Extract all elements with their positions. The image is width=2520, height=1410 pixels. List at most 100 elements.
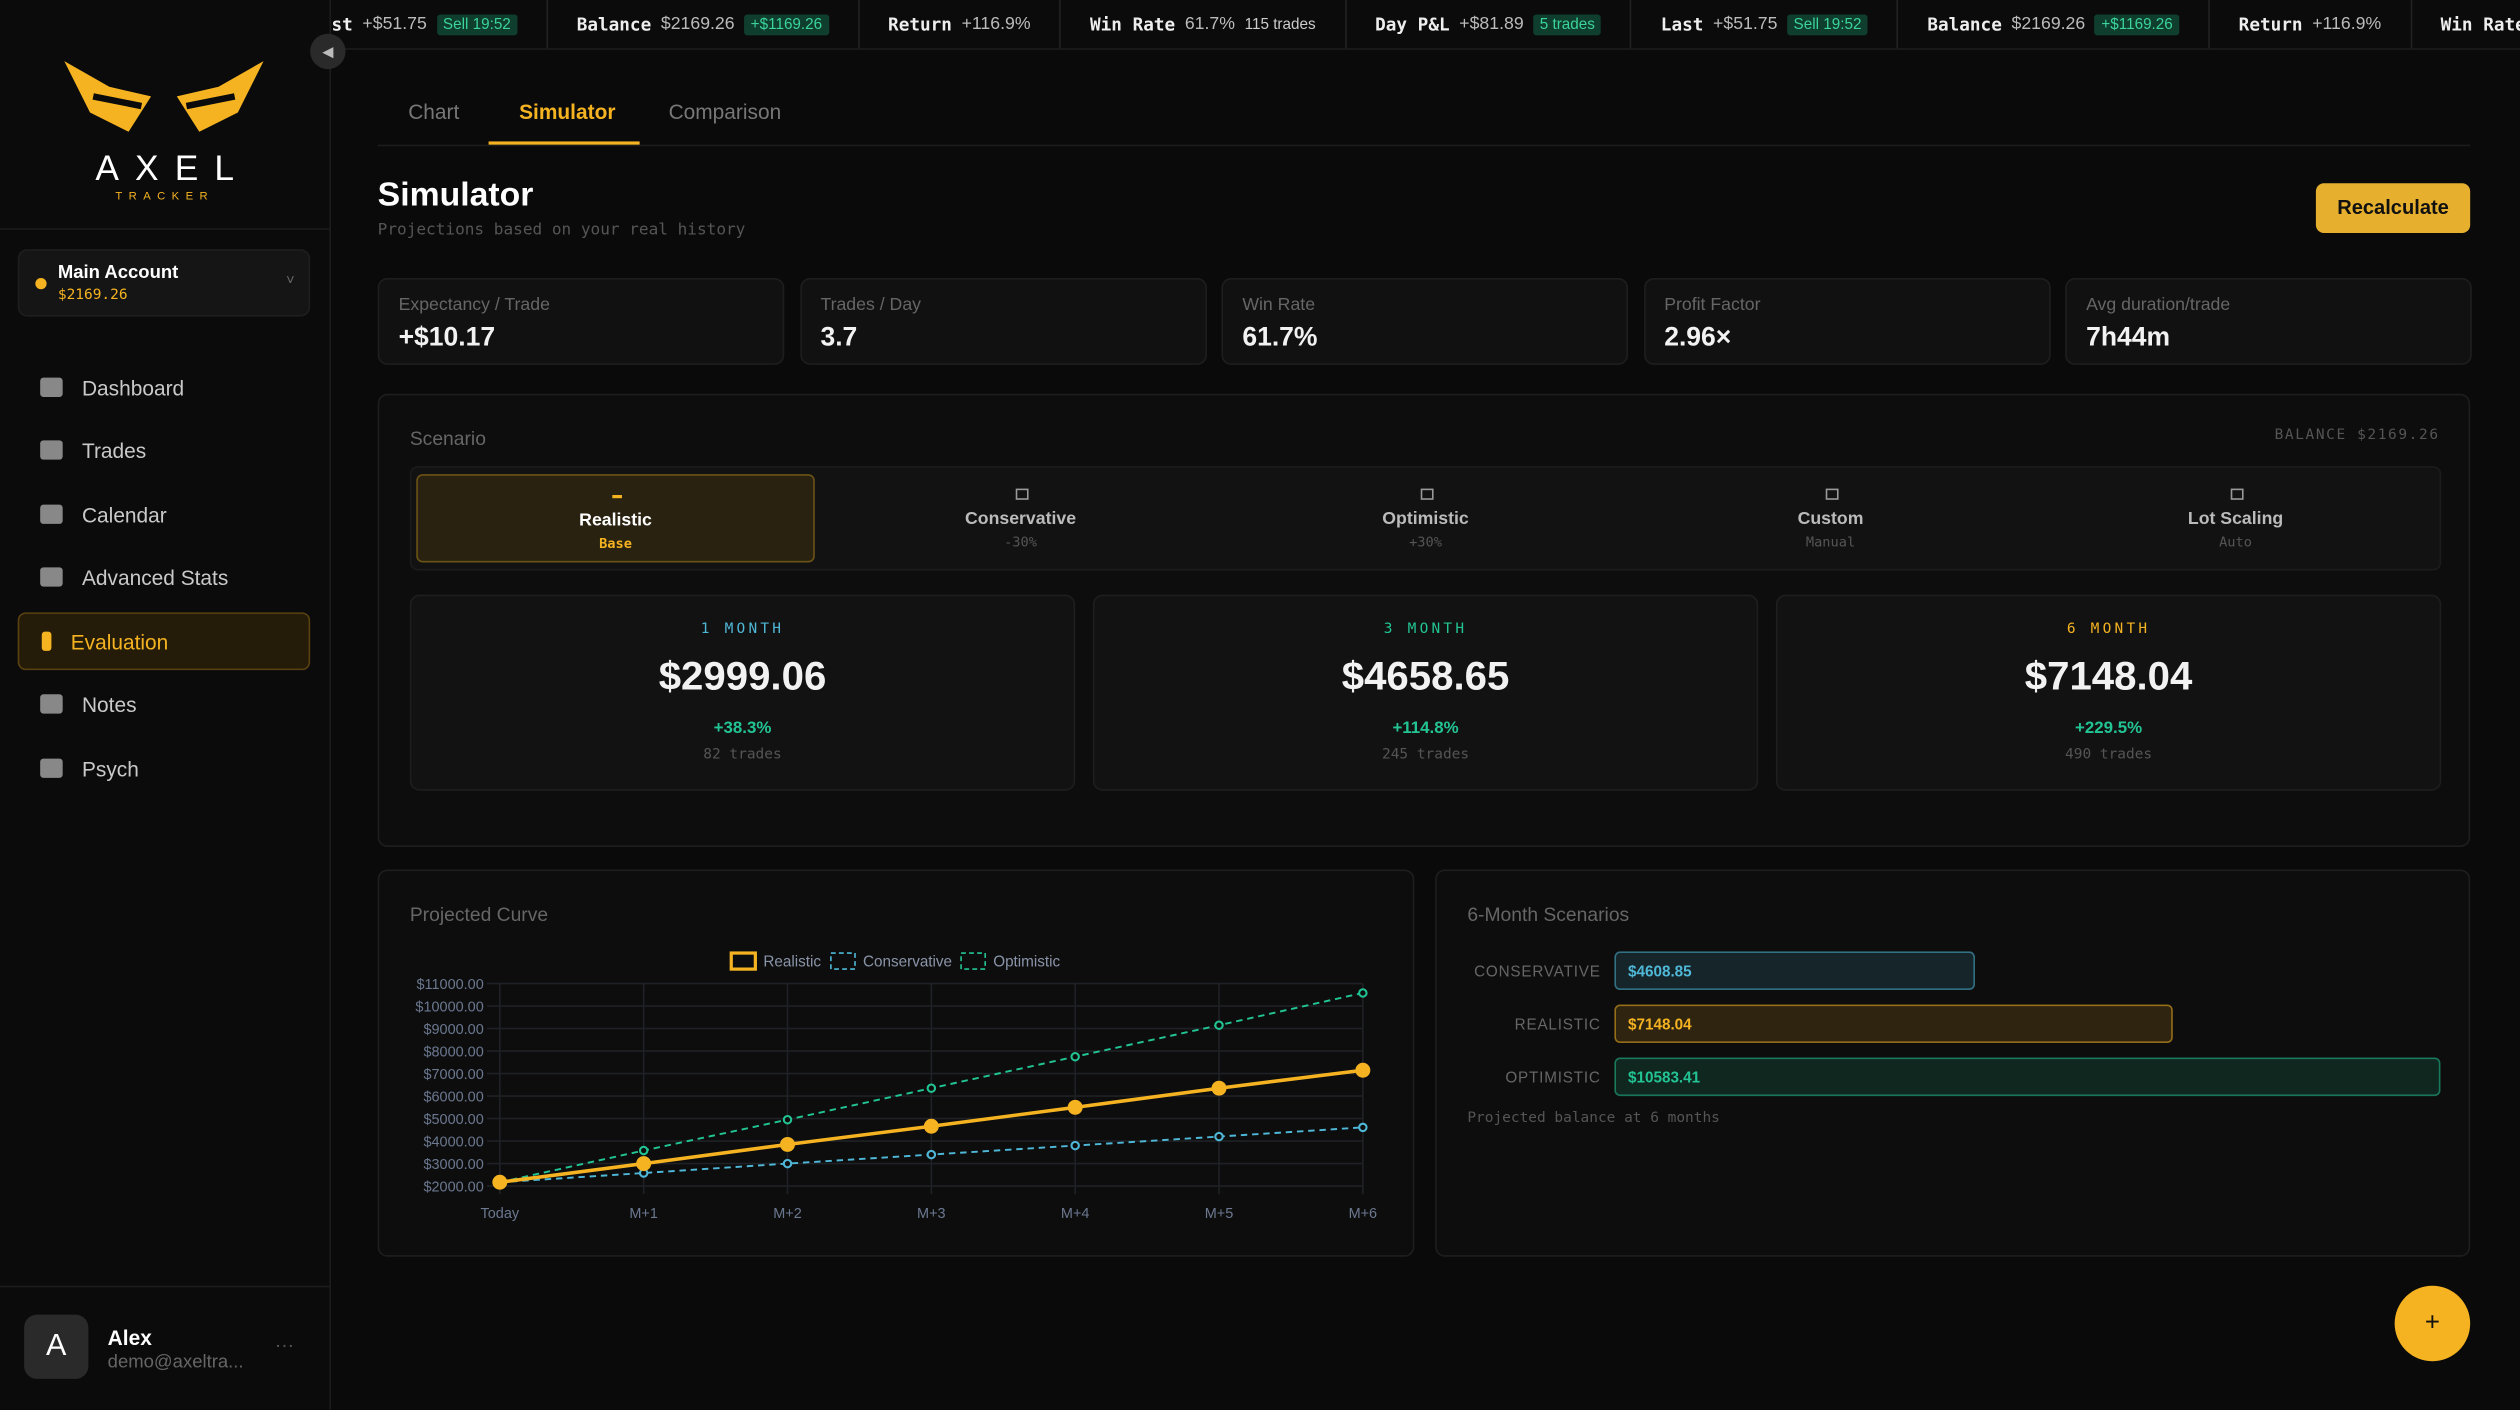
tab[interactable]: Simulator <box>519 99 616 124</box>
ticker-label: Balance <box>1927 13 2002 35</box>
legend-label: Conservative <box>863 954 952 971</box>
point <box>780 1136 795 1152</box>
option-name: Lot Scaling <box>2187 509 2284 529</box>
fab-button[interactable]: + <box>2394 1285 2471 1362</box>
ticker-item: Return +116.9% <box>859 0 1062 49</box>
nav-label: Evaluation <box>70 629 169 654</box>
point <box>1070 1051 1080 1062</box>
bar-value-label: $4608.85 <box>1628 963 1692 980</box>
ticker-label: Return <box>2238 13 2303 35</box>
nav-item[interactable]: Calendar <box>18 485 311 543</box>
point <box>1070 1140 1080 1151</box>
ticker-note: 115 trades <box>1244 15 1316 33</box>
stat-value: 2.96× <box>1664 323 1732 352</box>
logo-mark <box>64 61 264 132</box>
sidebar: AXEL TRACKER Main Account $2169.26 ˅ A A… <box>0 0 332 1410</box>
point <box>1214 1020 1224 1030</box>
scenario-option[interactable]: Conservative -30% <box>821 474 1220 562</box>
ticker-label: Last <box>1660 13 1704 35</box>
y-tick-label: $5000.00 <box>423 1112 483 1128</box>
page-title: Simulator <box>377 176 534 214</box>
stat-value: 7h44m <box>2086 323 2171 352</box>
point <box>926 1083 937 1093</box>
scenario-option[interactable]: Custom Manual <box>1631 474 2030 562</box>
projection-amount: $2999.06 <box>658 654 827 700</box>
scenario-option[interactable]: Realistic Base <box>416 474 815 563</box>
option-name: Conservative <box>965 509 1077 529</box>
nav-item[interactable]: Notes <box>18 675 311 733</box>
tab[interactable]: Comparison <box>668 99 782 124</box>
point <box>1355 1062 1371 1078</box>
ticker-item: Last +$51.75 Sell 19:52 <box>329 0 548 49</box>
nav-label: Dashboard <box>81 375 185 400</box>
projection-trades: 82 trades <box>703 747 782 764</box>
y-tick-label: $11000.00 <box>417 977 484 993</box>
user-menu[interactable]: ··· <box>274 1333 295 1357</box>
ticker-value: 61.7% <box>1184 14 1235 34</box>
nav-label: Psych <box>81 756 139 781</box>
x-tick-label: M+4 <box>1061 1206 1090 1222</box>
ticker-label: Win Rate <box>2440 13 2520 35</box>
point <box>782 1158 793 1169</box>
nav-item[interactable]: Dashboard <box>18 358 311 416</box>
ticker-badge: Sell 19:52 <box>1787 13 1868 35</box>
ticker-item: Balance $2169.26 +$1169.26 <box>1898 0 2210 49</box>
nav-icon <box>40 377 63 397</box>
stat-card: Win Rate 61.7% <box>1221 278 1629 365</box>
nav-label: Advanced Stats <box>81 564 229 590</box>
option-icon <box>1015 488 1029 500</box>
projection-trades: 490 trades <box>2065 747 2153 764</box>
projection-change: +229.5% <box>2075 718 2143 738</box>
ticker-label: Balance <box>576 13 652 35</box>
x-tick-label: M+5 <box>1205 1206 1234 1222</box>
nav-item[interactable]: Evaluation <box>17 612 311 671</box>
point <box>636 1156 652 1172</box>
bar-category: CONSERVATIVE <box>1474 963 1601 980</box>
ticker-label: Return <box>888 13 952 35</box>
stat-label: Avg duration/trade <box>2086 295 2231 316</box>
scenario-option[interactable]: Lot Scaling Auto <box>2036 474 2435 562</box>
option-sub: Auto <box>2219 535 2252 552</box>
nav-item[interactable]: Psych <box>18 739 311 797</box>
recalculate-button[interactable]: Recalculate <box>2315 183 2471 234</box>
stat-card: Expectancy / Trade +$10.17 <box>377 278 785 365</box>
nav-item[interactable]: Trades <box>18 421 311 479</box>
y-tick-label: $3000.00 <box>423 1157 483 1173</box>
logo-sub: TRACKER <box>115 191 215 203</box>
x-tick-label: M+2 <box>773 1206 802 1222</box>
section-title: Scenario <box>409 427 486 451</box>
point <box>1358 1122 1368 1133</box>
six-month-panel: 6-Month Scenarios Projected balance at 6… <box>1435 869 2471 1257</box>
ticker-label: Win Rate <box>1090 13 1176 35</box>
stat-value: 61.7% <box>1242 323 1318 352</box>
account-switcher[interactable]: Main Account $2169.26 ˅ <box>17 249 311 317</box>
option-name: Realistic <box>579 511 652 531</box>
option-name: Custom <box>1797 509 1864 529</box>
x-tick-label: M+6 <box>1349 1206 1378 1222</box>
bar-value-label: $7148.04 <box>1628 1016 1692 1033</box>
bar-note: Projected balance at 6 months <box>1467 1110 1720 1127</box>
projection-period: 1 MONTH <box>700 621 785 639</box>
bar-value-label: $10583.41 <box>1628 1069 1701 1086</box>
point <box>1358 988 1368 998</box>
legend-swatch <box>729 951 757 971</box>
point <box>926 1149 937 1160</box>
legend-label: Realistic <box>763 954 821 971</box>
logo-text: AXEL <box>95 147 251 189</box>
nav-label: Calendar <box>81 502 167 527</box>
scenario-option[interactable]: Optimistic +30% <box>1226 474 1625 562</box>
nav-item[interactable]: Advanced Stats <box>18 548 311 606</box>
option-icon <box>1420 488 1434 500</box>
nav-icon <box>40 567 63 587</box>
ticker-value: +$51.75 <box>362 14 427 34</box>
tab[interactable]: Chart <box>408 99 460 124</box>
collapse-button[interactable]: ◀ <box>310 33 346 70</box>
option-sub: Manual <box>1805 535 1856 552</box>
scenario-balance: BALANCE $2169.26 <box>2274 427 2440 444</box>
point <box>1214 1131 1224 1142</box>
ticker-value: +116.9% <box>961 14 1031 34</box>
nav-icon <box>41 631 52 651</box>
point <box>638 1145 649 1156</box>
stat-label: Trades / Day <box>820 295 921 316</box>
